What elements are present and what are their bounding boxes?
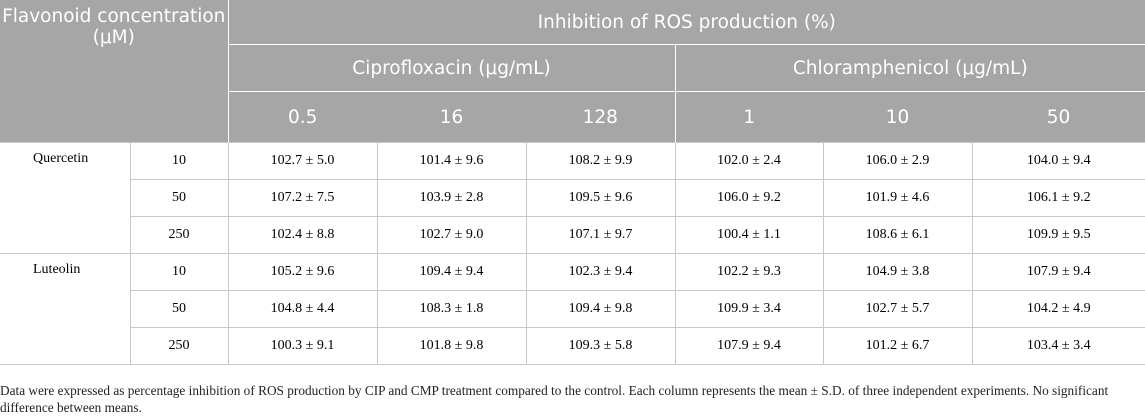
flavonoid-label-quercetin: Quercetin	[0, 142, 131, 254]
value-cell: 106.0 ± 9.2	[675, 179, 824, 217]
value-cell: 104.9 ± 3.8	[823, 253, 973, 291]
ciprofloxacin-header: Ciprofloxacin (μg/mL)	[228, 44, 676, 92]
value-cell: 106.0 ± 2.9	[823, 142, 973, 180]
table-body: Quercetin 10 102.7 ± 5.0 101.4 ± 9.6 108…	[0, 142, 1145, 365]
table-header: Flavonoid concentration (μM) Inhibition …	[0, 0, 1145, 143]
value-cell: 109.3 ± 5.8	[526, 327, 676, 365]
concentration-cell: 250	[130, 327, 229, 365]
flavonoid-label-luteolin: Luteolin	[0, 253, 131, 365]
value-cell: 105.2 ± 9.6	[228, 253, 378, 291]
value-cell: 102.2 ± 9.3	[675, 253, 824, 291]
value-cell: 103.4 ± 3.4	[972, 327, 1145, 365]
value-cell: 108.6 ± 6.1	[823, 216, 973, 254]
column-header: 0.5	[228, 91, 377, 143]
chloramphenicol-header: Chloramphenicol (μg/mL)	[675, 44, 1145, 92]
value-cell: 104.8 ± 4.4	[228, 290, 378, 328]
table-row: 250 102.4 ± 8.8 102.7 ± 9.0 107.1 ± 9.7 …	[0, 216, 1145, 254]
concentration-cell: 250	[130, 216, 229, 254]
value-cell: 101.2 ± 6.7	[823, 327, 973, 365]
value-cell: 108.2 ± 9.9	[526, 142, 676, 180]
table-row: 250 100.3 ± 9.1 101.8 ± 9.8 109.3 ± 5.8 …	[0, 327, 1145, 365]
value-cell: 101.8 ± 9.8	[377, 327, 527, 365]
table-row: 50 104.8 ± 4.4 108.3 ± 1.8 109.4 ± 9.8 1…	[0, 290, 1145, 328]
concentration-cell: 10	[130, 253, 229, 291]
value-cell: 107.1 ± 9.7	[526, 216, 676, 254]
value-cell: 102.7 ± 5.7	[823, 290, 973, 328]
value-cell: 109.5 ± 9.6	[526, 179, 676, 217]
value-cell: 100.3 ± 9.1	[228, 327, 378, 365]
value-cell: 102.7 ± 9.0	[377, 216, 527, 254]
table-footnote: Data were expressed as percentage inhibi…	[0, 383, 1109, 415]
column-header: 50	[972, 91, 1145, 143]
value-cell: 108.3 ± 1.8	[377, 290, 527, 328]
value-cell: 103.9 ± 2.8	[377, 179, 527, 217]
concentration-cell: 50	[130, 290, 229, 328]
value-cell: 109.4 ± 9.8	[526, 290, 676, 328]
value-cell: 106.1 ± 9.2	[972, 179, 1145, 217]
concentration-cell: 10	[130, 142, 229, 180]
value-cell: 107.9 ± 9.4	[675, 327, 824, 365]
column-header: 10	[823, 91, 972, 143]
value-cell: 102.0 ± 2.4	[675, 142, 824, 180]
value-cell: 109.4 ± 9.4	[377, 253, 527, 291]
value-cell: 100.4 ± 1.1	[675, 216, 824, 254]
table-row: 50 107.2 ± 7.5 103.9 ± 2.8 109.5 ± 9.6 1…	[0, 179, 1145, 217]
main-header: Inhibition of ROS production (%)	[228, 0, 1145, 45]
value-cell: 101.4 ± 9.6	[377, 142, 527, 180]
value-cell: 107.2 ± 7.5	[228, 179, 378, 217]
concentration-cell: 50	[130, 179, 229, 217]
value-cell: 101.9 ± 4.6	[823, 179, 973, 217]
ros-inhibition-table: Flavonoid concentration (μM) Inhibition …	[0, 0, 1145, 365]
table-row: Luteolin 10 105.2 ± 9.6 109.4 ± 9.4 102.…	[0, 253, 1145, 365]
value-cell: 104.2 ± 4.9	[972, 290, 1145, 328]
table-row: Quercetin 10 102.7 ± 5.0 101.4 ± 9.6 108…	[0, 142, 1145, 254]
value-cell: 102.3 ± 9.4	[526, 253, 676, 291]
value-cell: 107.9 ± 9.4	[972, 253, 1145, 291]
column-header: 16	[377, 91, 526, 143]
column-header: 1	[675, 91, 823, 143]
value-cell: 102.4 ± 8.8	[228, 216, 378, 254]
row-label-header: Flavonoid concentration (μM)	[0, 0, 229, 143]
column-header: 128	[526, 91, 676, 143]
value-cell: 109.9 ± 9.5	[972, 216, 1145, 254]
value-cell: 109.9 ± 3.4	[675, 290, 824, 328]
value-cell: 102.7 ± 5.0	[228, 142, 378, 180]
value-cell: 104.0 ± 9.4	[972, 142, 1145, 180]
